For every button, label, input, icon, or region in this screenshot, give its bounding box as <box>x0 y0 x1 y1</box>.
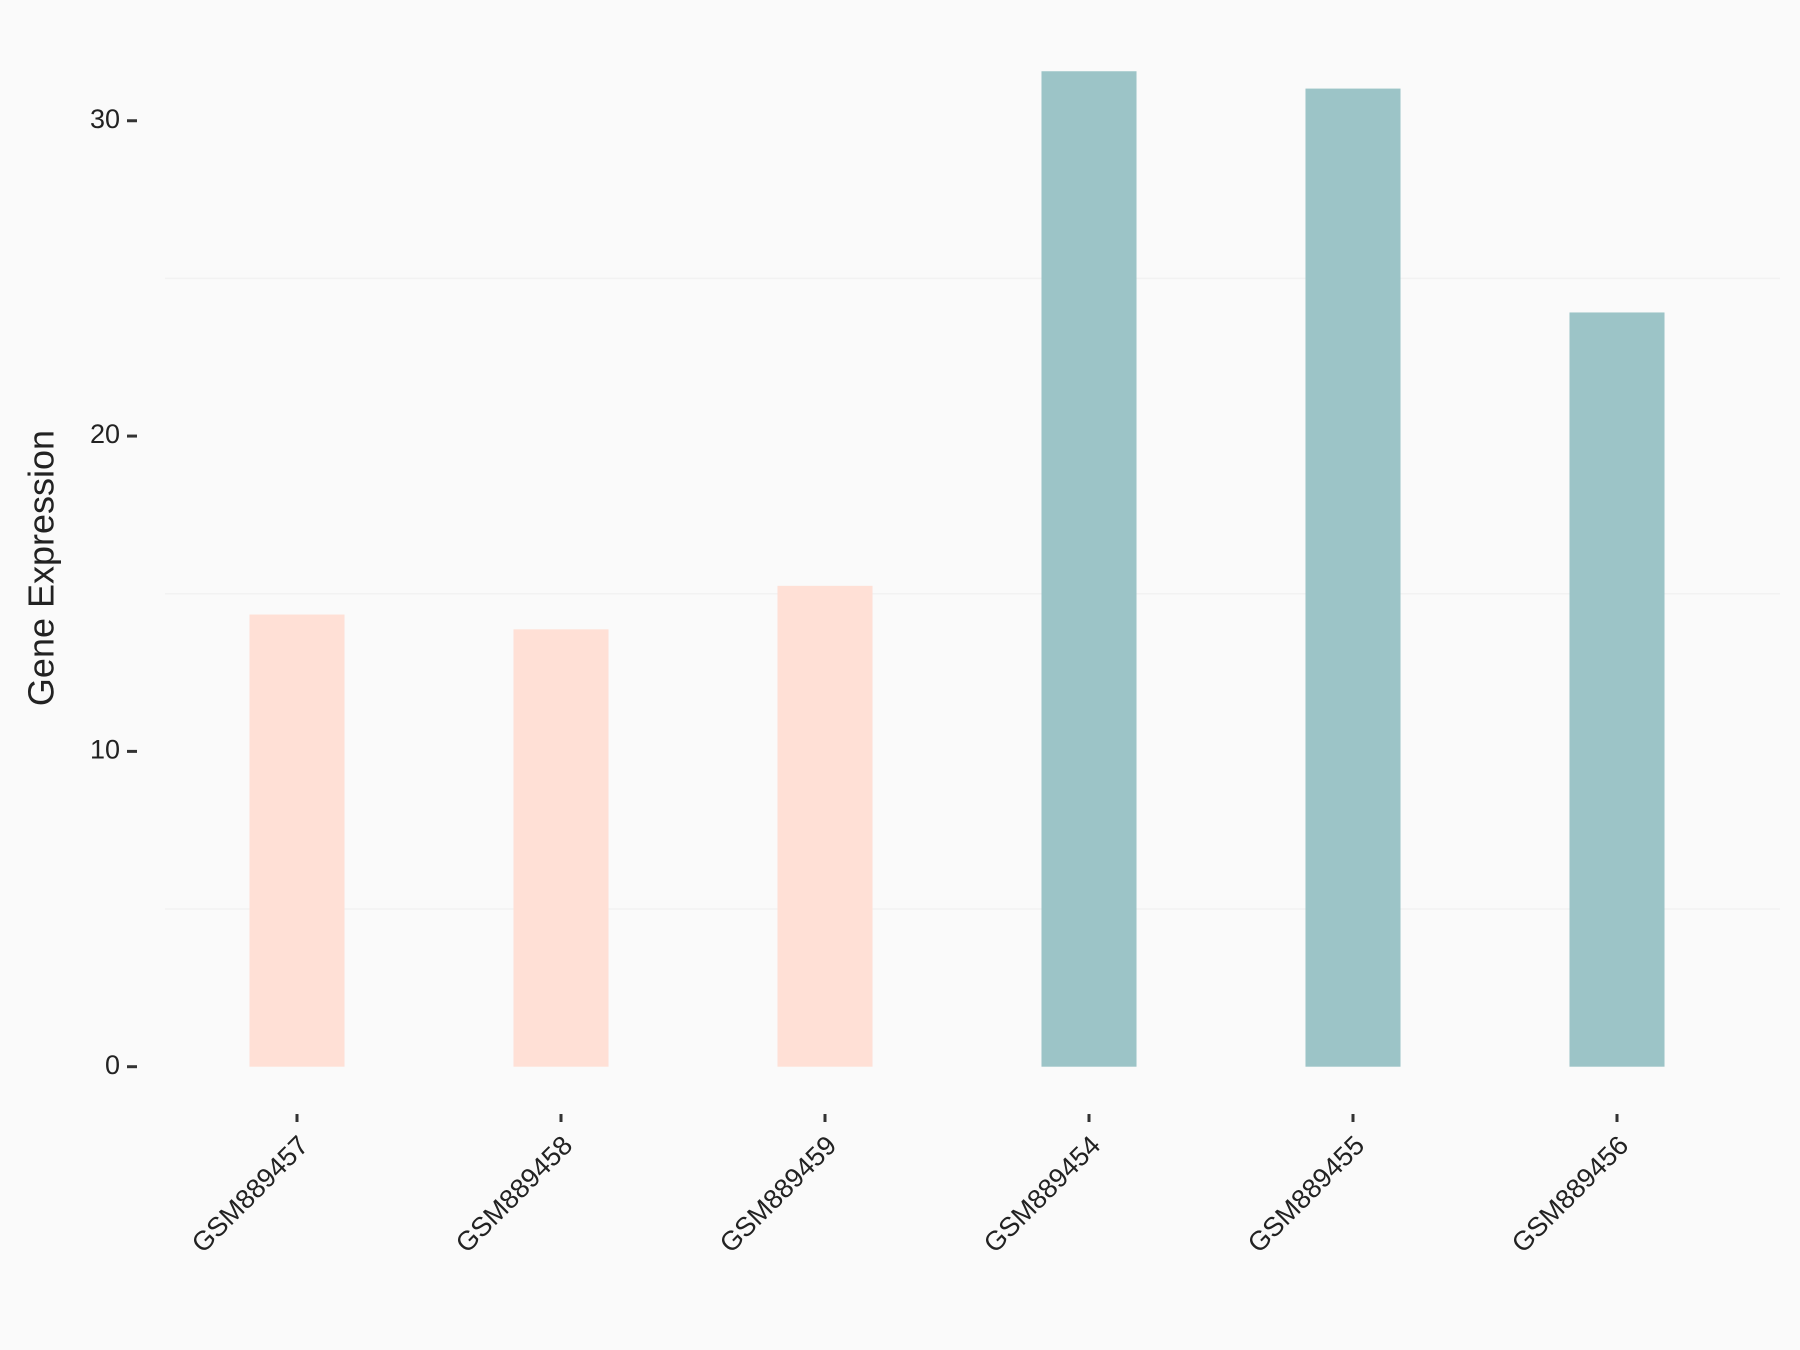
y-tick-label: 0 <box>105 1050 120 1080</box>
y-tick-label: 20 <box>90 419 120 449</box>
bar <box>249 614 345 1067</box>
bar <box>1569 312 1665 1067</box>
bar <box>1305 88 1401 1067</box>
bar <box>1041 71 1137 1067</box>
y-axis-title: Gene Expression <box>21 430 62 706</box>
y-tick-label: 10 <box>90 735 120 765</box>
bar <box>513 629 609 1067</box>
bar <box>777 585 873 1067</box>
y-tick-label: 30 <box>90 104 120 134</box>
